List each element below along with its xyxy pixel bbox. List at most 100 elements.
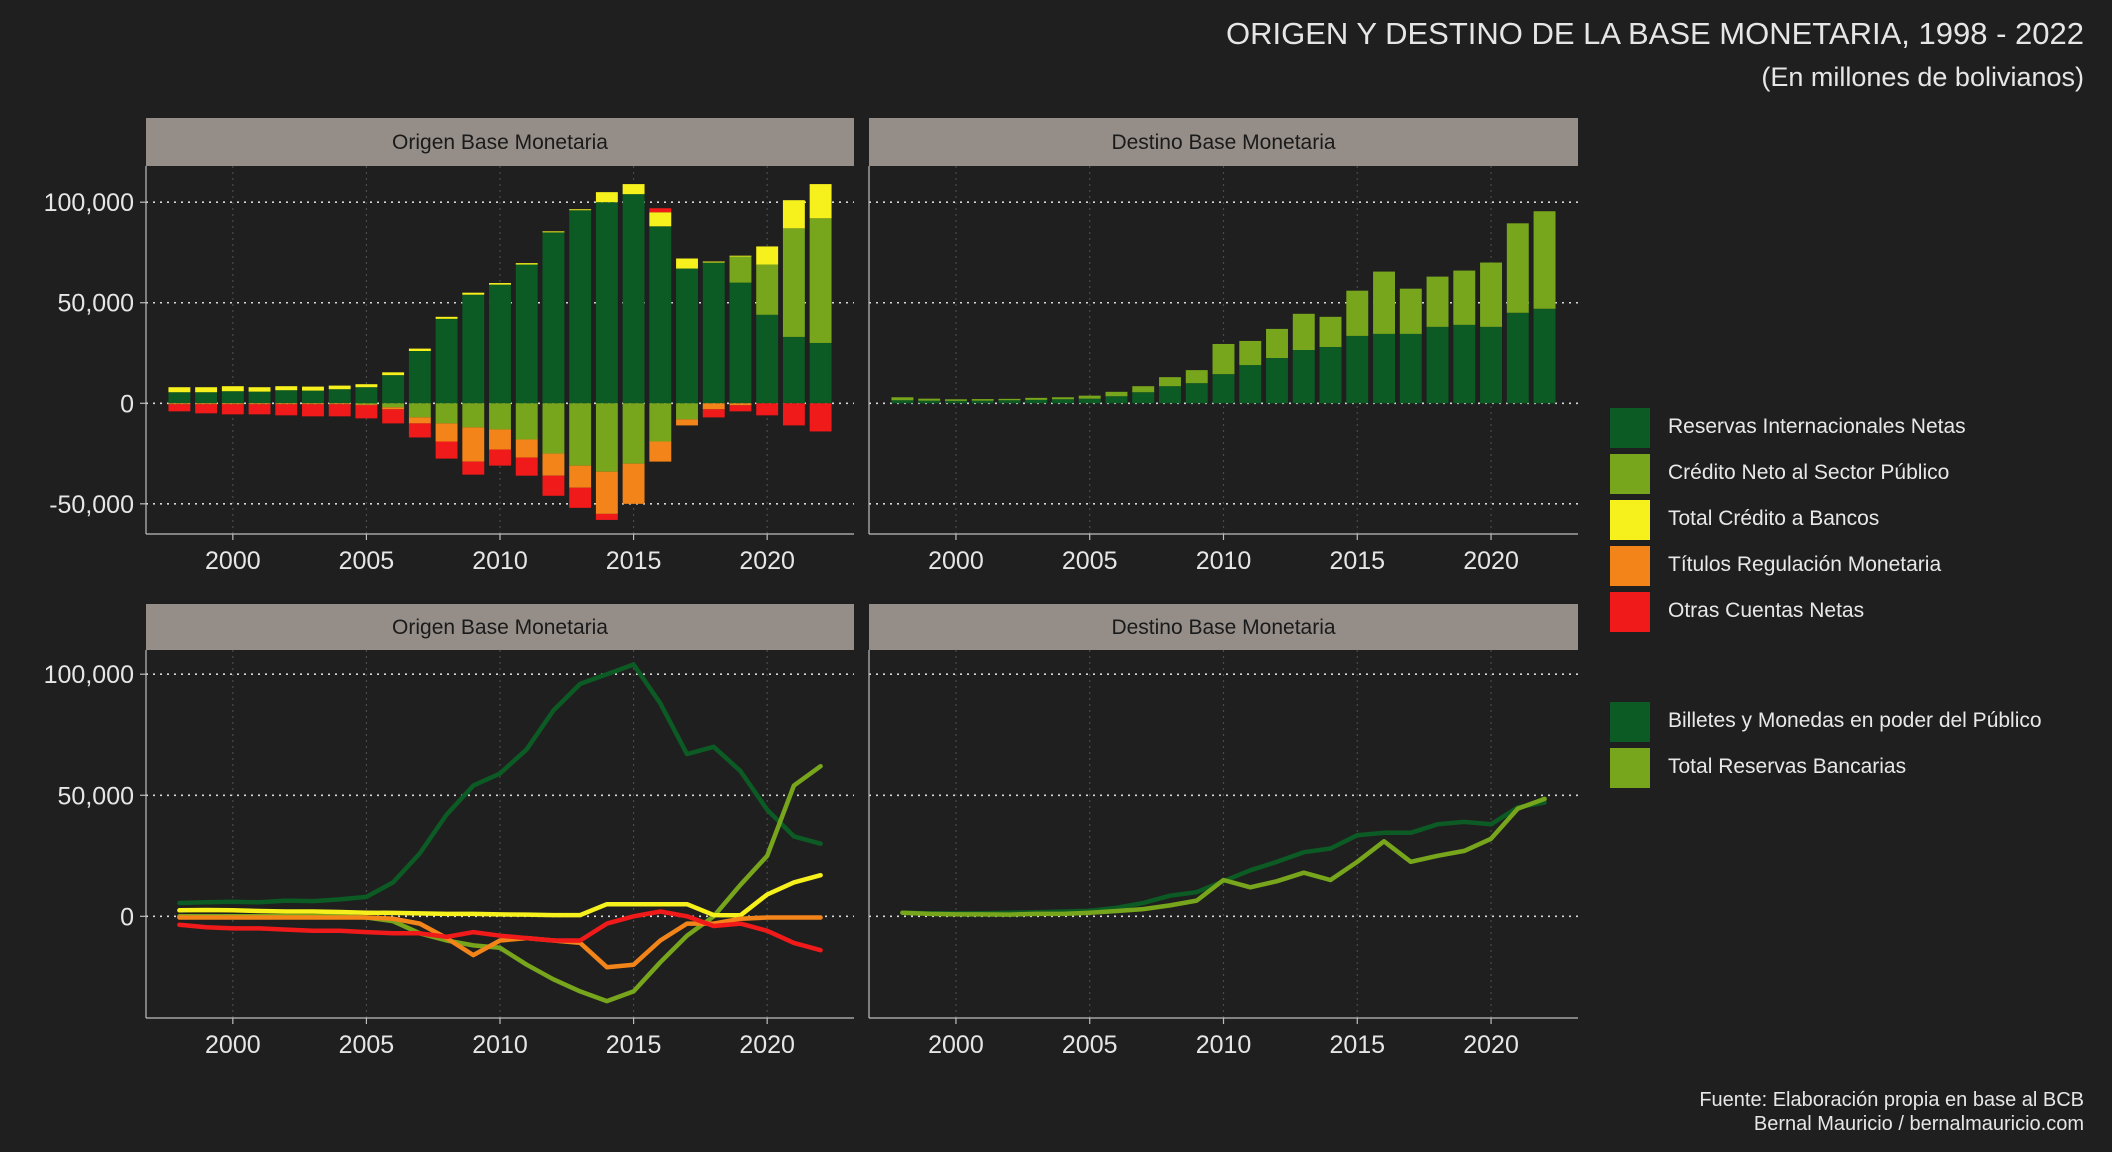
bar <box>1453 270 1476 325</box>
bar <box>1052 397 1074 400</box>
bar <box>1266 358 1288 404</box>
series-line <box>177 915 823 970</box>
legend-label: Billetes y Monedas en poder del Público <box>1668 709 2042 732</box>
series-line <box>177 662 823 906</box>
facet-strip <box>146 604 854 650</box>
bar <box>622 184 645 195</box>
bar <box>569 465 592 488</box>
legend-label: Títulos Regulación Monetaria <box>1668 553 1942 576</box>
bar <box>1453 324 1476 404</box>
bar <box>729 255 752 257</box>
bar <box>622 403 645 464</box>
bar <box>355 404 378 406</box>
bar <box>302 404 324 417</box>
bar <box>435 318 458 404</box>
legend-label: Reservas Internacionales Netas <box>1668 415 1966 438</box>
bar <box>355 384 378 388</box>
x-tick-label: 2020 <box>1463 547 1519 575</box>
series-line <box>177 872 823 918</box>
facet-strip-label: Destino Base Monetaria <box>1111 616 1335 639</box>
legend-key <box>1610 454 1650 494</box>
bar <box>462 403 485 428</box>
bar <box>435 403 458 424</box>
bar <box>382 375 405 404</box>
y-tick-label: -50,000 <box>49 491 134 519</box>
bar <box>221 403 244 405</box>
facet-strip <box>146 118 854 166</box>
bar <box>595 403 618 472</box>
bar <box>676 268 698 404</box>
bar <box>756 314 779 404</box>
bar <box>462 294 485 404</box>
bar <box>649 441 672 462</box>
bar <box>195 392 218 404</box>
bar <box>462 427 485 462</box>
bar <box>971 399 994 401</box>
bar <box>729 256 752 283</box>
legend-key <box>1610 500 1650 540</box>
facet-strip-label: Origen Base Monetaria <box>392 131 608 154</box>
bar <box>782 200 805 229</box>
bar <box>221 404 244 415</box>
bar <box>1292 350 1315 404</box>
bar <box>408 351 431 404</box>
bar <box>1185 370 1208 384</box>
bar <box>195 387 218 393</box>
bar <box>302 403 324 405</box>
bar <box>891 400 914 404</box>
bar <box>408 348 431 352</box>
legend-key <box>1610 546 1650 586</box>
legend-label: Crédito Neto al Sector Público <box>1668 461 1950 484</box>
bar <box>328 403 351 405</box>
bar <box>944 400 967 404</box>
bar <box>1212 343 1235 375</box>
bar <box>542 231 565 233</box>
bar <box>302 390 324 404</box>
bar <box>168 403 191 405</box>
x-tick-label: 2005 <box>1062 547 1118 575</box>
series-line <box>900 796 1547 917</box>
bar <box>195 403 218 405</box>
bar <box>918 400 941 404</box>
bar <box>809 403 832 432</box>
bar <box>275 390 298 404</box>
x-tick-label: 2010 <box>1196 1031 1252 1059</box>
bar <box>302 386 324 391</box>
bar <box>809 184 832 219</box>
bar <box>649 403 672 442</box>
bar <box>702 261 725 263</box>
series-line <box>177 909 823 953</box>
bar <box>1506 223 1529 313</box>
bar <box>756 403 779 416</box>
bar <box>622 463 645 504</box>
bar <box>435 441 458 459</box>
bar <box>729 403 752 406</box>
x-tick-label: 2010 <box>472 547 528 575</box>
chart-subtitle: (En millones de bolivianos) <box>1761 62 2084 92</box>
bar <box>676 403 698 420</box>
bar <box>918 398 941 401</box>
bar <box>355 405 378 419</box>
bar <box>1052 399 1074 404</box>
bar <box>275 404 298 416</box>
bar <box>195 404 218 414</box>
bar <box>1078 398 1101 404</box>
x-tick-label: 2020 <box>1463 1031 1519 1059</box>
bar <box>1025 399 1048 404</box>
bar <box>515 439 538 458</box>
facet-strip-label: Destino Base Monetaria <box>1111 131 1335 154</box>
bar <box>489 403 511 430</box>
bar <box>435 423 458 442</box>
bar <box>542 453 565 476</box>
bar <box>1506 312 1529 404</box>
bar <box>729 405 752 412</box>
facet-strip <box>869 118 1578 166</box>
bar <box>515 403 538 440</box>
bar <box>809 218 832 343</box>
bar <box>248 403 271 405</box>
bar <box>756 264 779 315</box>
bar <box>221 391 244 404</box>
bar <box>1480 326 1503 404</box>
bar <box>782 336 805 404</box>
bar <box>1373 333 1395 404</box>
